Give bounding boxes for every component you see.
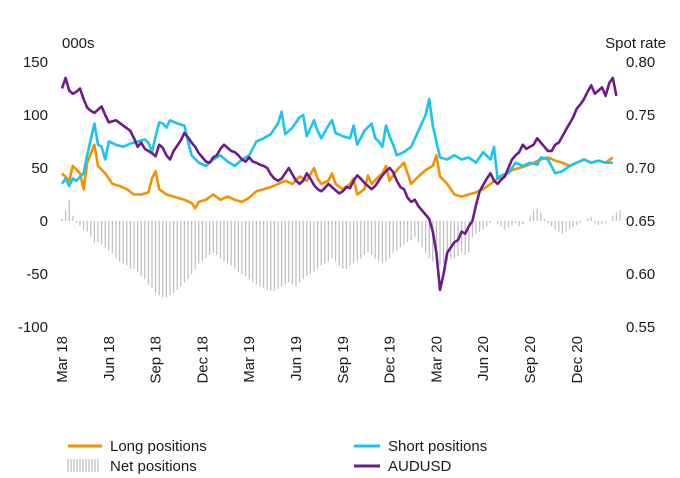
right-tick-label: 0.75: [626, 107, 655, 124]
legend-audusd-label: AUDUSD: [388, 458, 452, 475]
series-lines: [60, 76, 618, 292]
long-positions-line: [61, 143, 614, 210]
left-axis-ticks: 150 100 50 0 -50 -100: [18, 54, 48, 336]
right-tick-label: 0.60: [626, 266, 655, 283]
legend-long-label: Long positions: [110, 438, 207, 455]
x-tick-label: Sep 18: [148, 336, 165, 384]
audusd-line: [60, 76, 618, 292]
x-tick-label: Mar 19: [241, 336, 258, 383]
right-tick-label: 0.55: [626, 319, 655, 336]
right-axis-unit-label: Spot rate: [605, 35, 666, 52]
left-tick-label: 150: [23, 54, 48, 71]
x-tick-label: Dec 20: [569, 336, 586, 384]
left-axis-unit-label: 000s: [62, 35, 95, 52]
legend-net-label: Net positions: [110, 458, 197, 475]
left-tick-label: -50: [26, 266, 48, 283]
legend-short-label: Short positions: [388, 438, 487, 455]
x-tick-label: Mar 18: [54, 336, 71, 383]
right-tick-label: 0.65: [626, 213, 655, 230]
left-tick-label: 100: [23, 107, 48, 124]
x-tick-label: Jun 18: [101, 336, 118, 381]
left-tick-label: 0: [40, 213, 48, 230]
right-tick-label: 0.70: [626, 160, 655, 177]
right-tick-label: 0.80: [626, 54, 655, 71]
net-positions-bars: [61, 199, 621, 298]
x-tick-label: Dec 19: [382, 336, 399, 384]
left-tick-label: 50: [31, 160, 48, 177]
x-tick-label: Sep 20: [522, 336, 539, 384]
x-tick-label: Jun 19: [288, 336, 305, 381]
x-tick-label: Sep 19: [335, 336, 352, 384]
legend-net-swatch: [67, 459, 99, 472]
x-tick-label: Jun 20: [475, 336, 492, 381]
left-tick-label: -100: [18, 319, 48, 336]
legend: Long positions Net positions Short posit…: [67, 438, 487, 475]
short-positions-line: [60, 97, 613, 188]
x-axis-ticks: Mar 18 Jun 18 Sep 18 Dec 18 Mar 19 Jun 19 Sep …: [54, 336, 586, 384]
right-axis-ticks: 0.80 0.75 0.70 0.65 0.60 0.55: [626, 54, 655, 336]
x-tick-label: Mar 20: [428, 336, 445, 383]
x-tick-label: Dec 18: [194, 336, 211, 384]
